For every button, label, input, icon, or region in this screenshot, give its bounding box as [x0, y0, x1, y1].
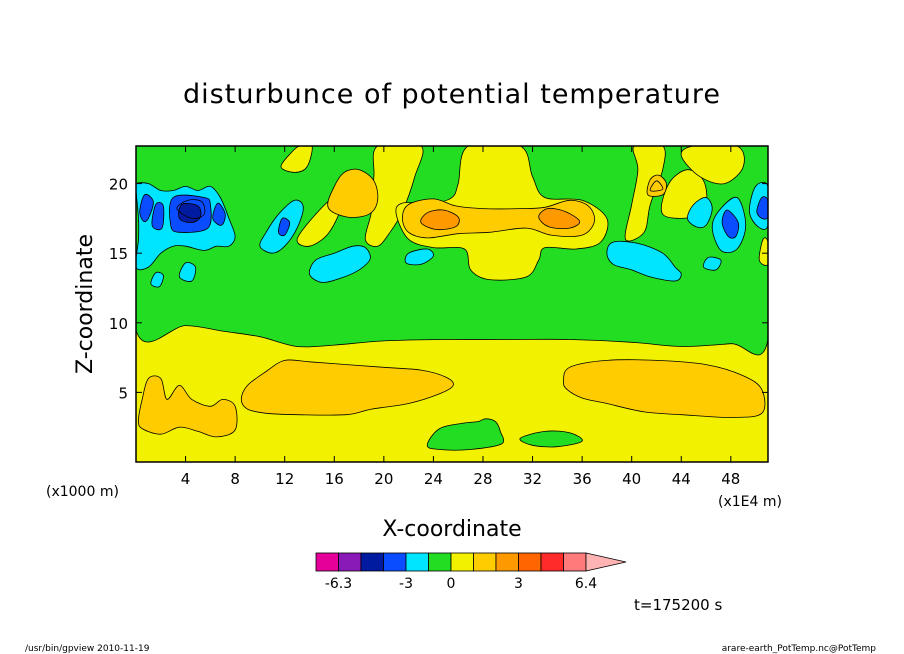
y-tick-label: 10 — [109, 315, 128, 333]
contour-region-level--1 — [687, 197, 713, 229]
contour-region-level--2 — [756, 196, 768, 220]
footer-left: /usr/bin/gpview 2010-11-19 — [25, 644, 150, 654]
x-tick-label: 16 — [325, 470, 344, 488]
contour-region-level-2 — [327, 168, 379, 218]
plot-frame — [135, 145, 769, 463]
x-axis-label: X-coordinate — [382, 517, 521, 542]
x-axis: 4 8 12 16 20 24 28 32 36 40 44 48 — [181, 146, 740, 488]
contour-region-level--3 — [178, 203, 202, 224]
x-tick-label: 36 — [573, 470, 592, 488]
contour-region-level--1 — [178, 262, 197, 282]
contour-region-level--2 — [721, 209, 740, 239]
y-axis: 5 10 15 20 — [109, 176, 768, 402]
contour-region-level--2 — [278, 217, 291, 237]
contour-region-level-0 — [136, 146, 768, 356]
colorbar: -6.3 -3 0 3 6.4 — [315, 552, 627, 592]
contour-region-level-1 — [758, 237, 768, 266]
contour-region-level-1 — [280, 146, 313, 173]
contour-region-level-1 — [680, 146, 745, 185]
colorbar-extension — [585, 552, 627, 572]
colorbar-label: -6.3 — [325, 576, 352, 592]
x-tick-label: 32 — [523, 470, 542, 488]
colorbar-swatch — [518, 552, 542, 572]
contour-region-level--1 — [308, 245, 371, 283]
y-tick-label: 20 — [109, 176, 128, 194]
time-label: t=175200 s — [634, 596, 722, 614]
colorbar-swatch — [338, 552, 362, 572]
contour-region-level-2 — [563, 359, 766, 418]
footer-right: arare-earth_PotTemp.nc@PotTemp — [722, 644, 877, 654]
x-unit-right: (x1E4 m) — [718, 494, 782, 510]
colorbar-swatch — [360, 552, 384, 572]
chart-title: disturbunce of potential temperature — [183, 79, 721, 110]
colorbar-label: 6.4 — [575, 576, 597, 592]
plot-area — [135, 145, 769, 463]
colorbar-swatch — [315, 552, 339, 572]
colorbar-swatch — [405, 552, 429, 572]
y-axis-label: Z-coordinate — [73, 234, 98, 374]
contour-region-level--2 — [151, 202, 165, 231]
colorbar-label: 3 — [514, 576, 523, 592]
contour-region-level-2 — [240, 359, 454, 416]
contour-region-level--1 — [404, 248, 434, 266]
x-tick-label: 12 — [275, 470, 294, 488]
colorbar-label: 0 — [447, 576, 456, 592]
contour-region-level-3 — [420, 209, 460, 231]
y-tick-label: 5 — [118, 384, 128, 402]
contour-region-level--1 — [702, 256, 722, 271]
colorbar-swatch — [473, 552, 497, 572]
contour-region-level--1 — [150, 271, 164, 288]
x-tick-label: 44 — [672, 470, 691, 488]
contour-line — [649, 180, 664, 192]
contour-region-level-3 — [538, 207, 581, 229]
x-tick-label: 20 — [374, 470, 393, 488]
colorbar-swatch — [450, 552, 474, 572]
y-tick-label: 15 — [109, 245, 128, 263]
colorbar-label: -3 — [399, 576, 413, 592]
contour-region-level-0 — [426, 418, 505, 451]
x-tick-label: 24 — [424, 470, 443, 488]
x-unit-left: (x1000 m) — [46, 484, 119, 500]
contour-region-level--2 — [212, 202, 226, 226]
colorbar-swatch — [428, 552, 452, 572]
x-tick-label: 28 — [473, 470, 492, 488]
colorbar-swatch — [563, 552, 587, 572]
contour-region-level-2 — [138, 375, 238, 438]
colorbar-swatch — [540, 552, 564, 572]
x-tick-label: 4 — [181, 470, 191, 488]
x-tick-label: 8 — [230, 470, 240, 488]
contour-region-level-1 — [624, 146, 666, 242]
contour-region-level--1 — [606, 240, 682, 282]
contour-line — [176, 199, 206, 219]
colorbar-swatch — [495, 552, 519, 572]
x-tick-label: 40 — [622, 470, 641, 488]
colorbar-swatch — [383, 552, 407, 572]
x-tick-label: 48 — [721, 470, 740, 488]
contour-region-level-0 — [519, 430, 583, 448]
contour-region-level--2 — [139, 193, 154, 223]
